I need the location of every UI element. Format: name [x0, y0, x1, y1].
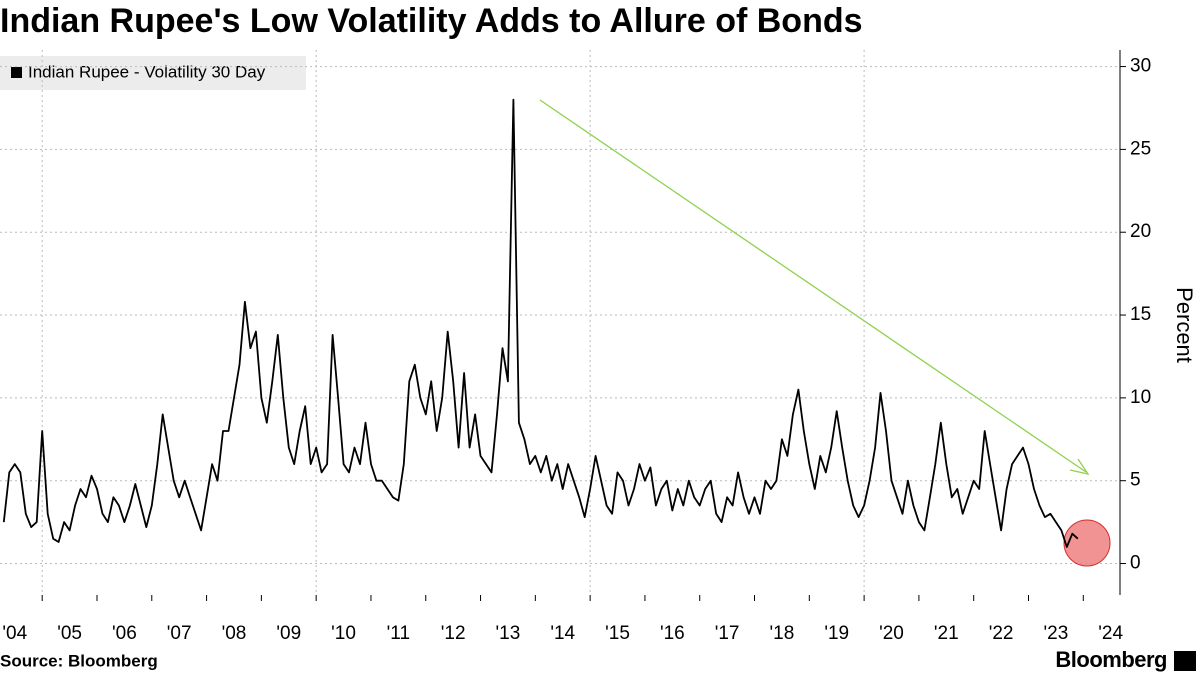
trend-arrow [539, 99, 1087, 473]
brand: Bloomberg [1055, 647, 1167, 672]
y-tick-label: 15 [1130, 304, 1151, 325]
x-tick-label: '11 [387, 623, 410, 644]
x-tick-label: '15 [605, 623, 630, 644]
x-tick-label: '17 [715, 623, 740, 644]
y-tick-label: 30 [1130, 56, 1151, 77]
y-tick-label: 10 [1130, 387, 1151, 408]
legend-label: Indian Rupee - Volatility 30 Day [28, 62, 266, 81]
x-tick-label: '07 [167, 623, 192, 644]
y-tick-label: 20 [1130, 221, 1151, 242]
chart-title: Indian Rupee's Low Volatility Adds to Al… [0, 2, 863, 40]
legend-box [0, 56, 306, 90]
x-tick-label: '06 [112, 623, 137, 644]
x-tick-label: '18 [770, 623, 795, 644]
y-tick-label: 25 [1130, 138, 1151, 159]
x-tick-label: '16 [660, 623, 685, 644]
source: Source: Bloomberg [0, 651, 158, 670]
x-tick-label: '13 [496, 623, 521, 644]
y-tick-label: 0 [1130, 553, 1141, 574]
x-tick-label: '23 [1044, 623, 1069, 644]
legend-swatch [11, 67, 22, 78]
x-tick-label: '04 [2, 623, 27, 644]
x-tick-label: '12 [441, 623, 466, 644]
x-tick-label: '22 [989, 623, 1014, 644]
brand-icon [1174, 651, 1196, 671]
highlight-circle [1063, 519, 1111, 567]
series-line [2, 98, 1079, 548]
y-tick-label: 5 [1130, 470, 1141, 491]
x-tick-label: '10 [331, 623, 356, 644]
x-tick-label: '19 [824, 623, 849, 644]
x-tick-label: '21 [934, 623, 959, 644]
trend-arrowhead [1069, 458, 1090, 475]
y-axis-label: Percent [1172, 287, 1197, 363]
x-tick-label: '08 [222, 623, 247, 644]
x-tick-label: '14 [550, 623, 575, 644]
x-tick-label: '09 [276, 623, 301, 644]
x-tick-label: '20 [879, 623, 904, 644]
x-tick-label: '24 [1098, 623, 1123, 644]
x-tick-label: '05 [57, 623, 82, 644]
